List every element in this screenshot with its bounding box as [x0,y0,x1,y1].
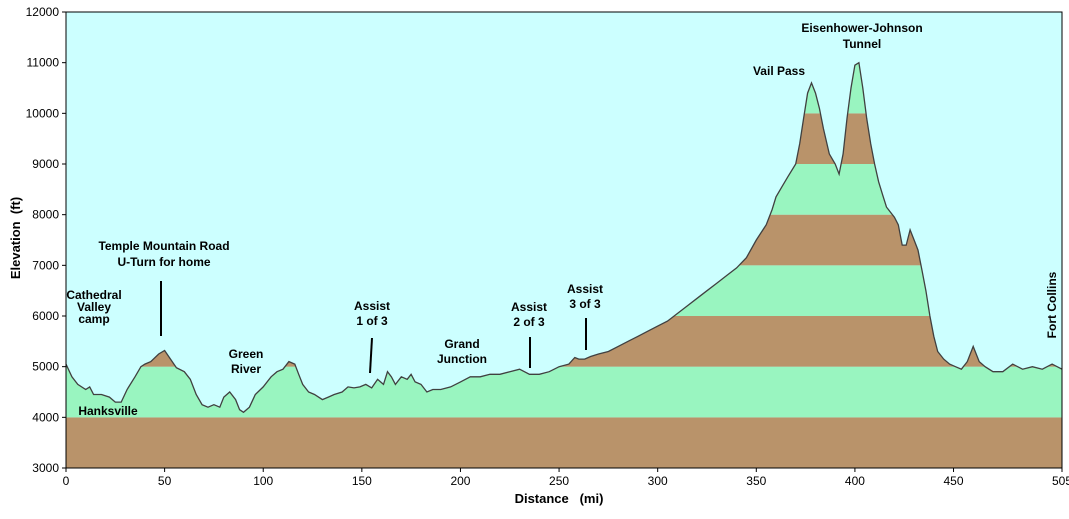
annotation-label: Green [229,347,264,361]
y-tick-label: 10000 [26,106,60,120]
x-tick-label: 250 [549,474,569,488]
annotation-label: Junction [437,352,487,366]
annotation-label: River [231,362,261,376]
annotation-label: Assist [354,299,390,313]
annotation: Vail Pass [753,64,805,78]
x-tick-label: 100 [253,474,273,488]
annotation: Fort Collins [1045,271,1059,338]
annotation-label: Assist [567,282,603,296]
x-tick-label: 350 [746,474,766,488]
y-tick-label: 11000 [27,56,60,70]
x-axis: 0 50 100 150 200 250 300 350 400 450 505 [63,468,1069,488]
annotation-label: 1 of 3 [356,314,388,328]
y-tick-label: 6000 [32,309,59,323]
elevation-band [66,417,1062,468]
y-tick-label: 8000 [32,208,59,222]
annotation-label: 3 of 3 [569,297,601,311]
annotation-label: Fort Collins [1045,271,1059,338]
annotation-label: Cathedral [66,288,121,302]
x-tick-label: 300 [648,474,668,488]
annotation-label: camp [78,312,109,326]
y-tick-label: 4000 [32,410,59,424]
x-tick-label: 505 [1052,474,1069,488]
annotation: Temple Mountain Road U-Turn for home [98,239,230,336]
annotation-label: Assist [511,300,547,314]
annotation-label: U-Turn for home [117,255,210,269]
annotation-leader-line [369,337,373,374]
y-tick-label: 5000 [32,360,59,374]
annotation: Eisenhower-Johnson Tunnel [801,21,922,51]
annotation: Hanksville [78,404,138,418]
x-tick-label: 400 [845,474,865,488]
y-axis: 3000 4000 5000 6000 7000 8000 9000 10000 11000 12… [26,5,66,475]
y-tick-label: 3000 [32,461,59,475]
x-axis-title: Distance (mi) [515,491,604,506]
annotation-label: 2 of 3 [513,315,545,329]
x-tick-label: 0 [63,474,70,488]
x-tick-label: 150 [352,474,372,488]
x-tick-label: 50 [158,474,172,488]
annotation-label: Hanksville [78,404,138,418]
x-tick-label: 450 [944,474,964,488]
x-tick-label: 200 [450,474,470,488]
annotation-label: Grand [444,337,479,351]
y-tick-label: 7000 [32,258,59,272]
annotation-label: Eisenhower-Johnson [801,21,922,35]
plot-frame [65,11,1063,469]
annotation-label: Tunnel [843,37,881,51]
annotation-label: Valley [77,300,111,314]
y-axis-title: Elevation (ft) [8,197,23,279]
elevation-profile-line [65,61,1063,414]
y-tick-label: 9000 [32,157,59,171]
y-tick-label: 12000 [26,5,60,19]
annotation-label: Temple Mountain Road [98,239,229,253]
annotation-label: Vail Pass [753,64,805,78]
